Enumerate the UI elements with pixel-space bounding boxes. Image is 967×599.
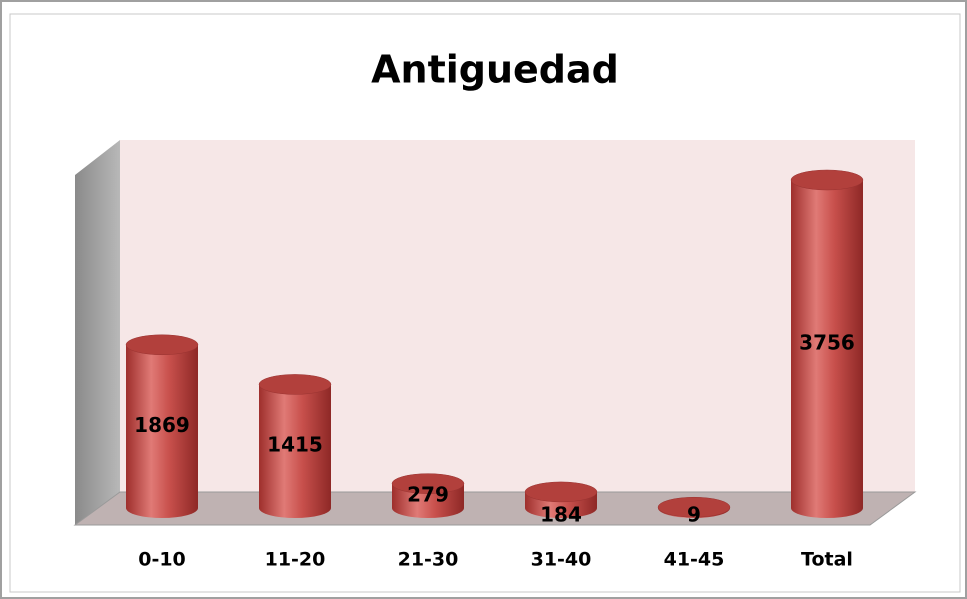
bar-top (258, 374, 332, 395)
side-wall (75, 140, 120, 525)
bar-top (524, 481, 598, 503)
x-tick-label: Total (801, 549, 853, 571)
data-label: 1869 (134, 413, 190, 437)
data-label: 9 (687, 503, 701, 527)
chart-title: Antiguedad (371, 48, 619, 92)
bar-top (125, 334, 199, 356)
x-tick-label: 21-30 (398, 549, 459, 571)
data-label: 1415 (267, 433, 323, 457)
bar (259, 384, 331, 518)
data-label: 279 (407, 482, 449, 506)
x-tick-label: 41-45 (664, 549, 725, 571)
bar-top (790, 169, 864, 191)
bar (126, 344, 198, 518)
x-tick-label: 0-10 (138, 549, 186, 571)
floor (73, 491, 917, 526)
data-label: 184 (540, 503, 582, 527)
bar-top (657, 496, 731, 518)
data-label: 3756 (799, 331, 855, 355)
bar-top (391, 473, 465, 494)
plot-frame (9, 13, 961, 593)
bar (791, 180, 863, 518)
x-tick-label: 31-40 (531, 549, 592, 571)
x-tick-label: 11-20 (265, 549, 326, 571)
